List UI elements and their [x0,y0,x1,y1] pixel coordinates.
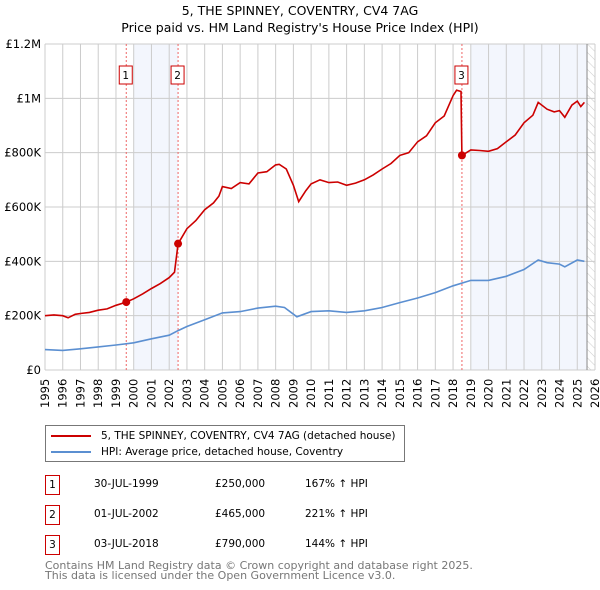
sale-badge: 2 [45,505,60,525]
sale-label: 2 [174,70,181,82]
x-tick-label: 2002 [162,379,176,408]
x-tick-label: 2020 [482,379,496,408]
x-tick-label: 2003 [180,379,194,408]
x-tick-label: 2018 [446,379,460,408]
y-tick-label: £400K [4,254,41,268]
x-tick-label: 2015 [393,379,407,408]
x-tick-label: 2006 [233,379,247,408]
sale-label-box [454,65,469,85]
sale-badge: 3 [45,535,60,555]
x-tick-label: 2016 [411,379,425,408]
y-tick-label: £1M [16,91,41,105]
legend-label: 5, THE SPINNEY, COVENTRY, CV4 7AG (detac… [101,430,396,442]
sale-row: 1 30-JUL-1999 £250,000 167% ↑ HPI [45,475,445,495]
legend-item-property: 5, THE SPINNEY, COVENTRY, CV4 7AG (detac… [51,428,395,444]
sale-label-box [118,65,133,85]
sale-date: 30-JUL-1999 [94,478,159,490]
sale-badge: 1 [45,475,60,495]
y-tick-label: £600K [4,200,41,214]
legend-item-hpi: HPI: Average price, detached house, Cove… [51,444,343,460]
x-tick-label: 2009 [286,379,300,408]
sale-point [174,239,183,248]
x-tick-label: 2011 [322,379,336,408]
sale-hpi: 144% ↑ HPI [305,538,368,550]
x-tick-label: 2000 [127,379,141,408]
legend-swatch-red [51,435,91,437]
legend-swatch-blue [51,451,91,453]
x-tick-label: 1995 [38,379,52,408]
x-tick-label: 2021 [499,379,513,408]
x-tick-label: 2023 [535,379,549,408]
footer-licence: This data is licensed under the Open Gov… [45,569,396,582]
legend-label: HPI: Average price, detached house, Cove… [101,446,344,458]
x-tick-label: 1999 [109,379,123,408]
y-tick-label: £0 [26,363,41,377]
x-tick-label: 2012 [340,379,354,408]
y-tick-label: £1.2M [5,37,41,51]
sale-date: 01-JUL-2002 [94,508,159,520]
sale-row: 2 01-JUL-2002 £465,000 221% ↑ HPI [45,505,445,525]
sale-hpi: 167% ↑ HPI [305,478,368,490]
x-tick-label: 2005 [215,379,229,408]
price-chart: 1995 1996 1997 1998 1999 2000 2001 2002 2003 2004… [4,37,600,408]
x-tick-label: 1998 [91,379,105,408]
hpi-line [44,259,585,352]
legend: 5, THE SPINNEY, COVENTRY, CV4 7AG (detac… [45,425,405,462]
x-tick-label: 2017 [428,379,442,408]
sale-hpi: 221% ↑ HPI [305,508,368,520]
sale-label: 3 [458,70,465,82]
sale-date: 03-JUL-2018 [94,538,159,550]
y-tick-label: £800K [4,146,41,160]
sale-label-box [170,65,185,85]
property-price-line [44,89,586,319]
x-tick-label: 2014 [375,379,389,408]
x-tick-label: 2007 [251,379,265,408]
chart-title: 5, THE SPINNEY, COVENTRY, CV4 7AG [181,3,419,18]
footer-copyright: Contains HM Land Registry data © Crown c… [45,559,473,572]
sale-price: £790,000 [215,538,266,550]
x-tick-label: 2024 [553,379,567,408]
x-tick-label: 2026 [588,379,600,408]
x-tick-label: 2013 [357,379,371,408]
x-tick-label: 2022 [517,379,531,408]
sale-price: £465,000 [215,508,266,520]
sale-point [457,151,466,160]
x-tick-label: 2019 [464,379,478,408]
sale-label: 1 [122,70,129,82]
sale-point [122,298,131,307]
x-tick-label: 2010 [304,379,318,408]
x-tick-label: 1996 [56,379,70,408]
y-tick-label: £200K [4,309,41,323]
x-tick-label: 1997 [73,379,87,408]
x-tick-label: 2004 [198,379,212,408]
x-tick-label: 2025 [570,379,584,408]
chart-subtitle: Price paid vs. HM Land Registry's House … [121,20,479,35]
x-tick-label: 2008 [269,379,283,408]
sale-price: £250,000 [215,478,266,490]
sale-row: 3 03-JUL-2018 £790,000 144% ↑ HPI [45,535,445,555]
x-tick-label: 2001 [144,379,158,408]
